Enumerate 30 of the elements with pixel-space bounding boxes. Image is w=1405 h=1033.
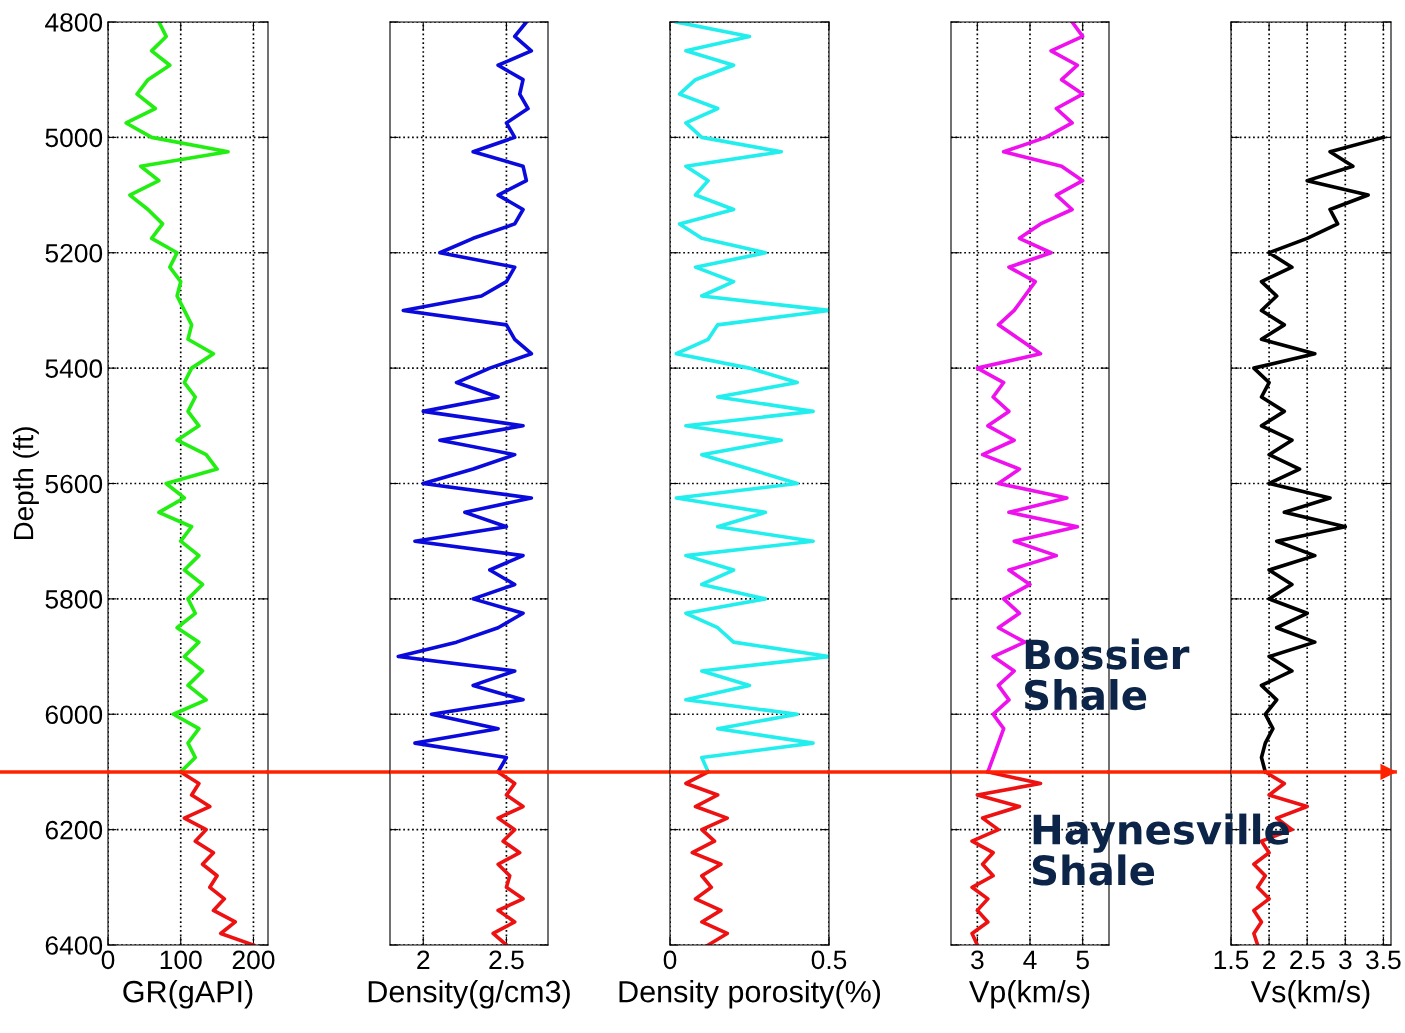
y-tick-label: 5600	[45, 474, 103, 494]
y-axis-title: Depth (ft)	[12, 427, 39, 540]
y-tick-label: 5000	[45, 128, 103, 148]
x-tick-label: 2.5	[1290, 950, 1325, 970]
y-tick-label: 6200	[45, 820, 103, 840]
x-tick-label: 0.5	[811, 950, 847, 970]
x-axis-title: Density(g/cm3)	[368, 980, 570, 1009]
x-tick-label: 2	[1263, 950, 1276, 969]
y-tick-label: 6400	[45, 936, 103, 955]
x-axis-title: GR(gAPI)	[123, 980, 253, 1009]
x-axis-title: Vp(km/s)	[969, 980, 1090, 1009]
x-axis-title: Density porosity(%)	[619, 980, 881, 1009]
x-tick-label: 2.5	[489, 950, 524, 970]
y-tick-label: 5800	[45, 590, 103, 609]
x-tick-label: 0	[663, 950, 677, 970]
y-tick-label: 6000	[45, 705, 103, 725]
y-tick-label: 4800	[45, 13, 103, 32]
x-tick-label: 3.5	[1366, 950, 1401, 970]
x-tick-label: 5	[1076, 950, 1089, 970]
x-tick-label: 2	[417, 950, 430, 969]
x-axis-title: Vs(km/s)	[1250, 980, 1370, 1009]
x-tick-label: 100	[160, 950, 202, 970]
x-tick-label: 3	[1338, 950, 1352, 970]
x-tick-label: 4	[1023, 950, 1037, 969]
x-tick-label: 1.5	[1214, 950, 1249, 970]
y-tick-label: 5400	[45, 359, 103, 378]
x-tick-label: 0	[101, 950, 115, 970]
x-tick-label: 200	[232, 950, 275, 970]
y-tick-label: 5200	[45, 243, 103, 263]
x-tick-label: 3	[971, 950, 984, 970]
